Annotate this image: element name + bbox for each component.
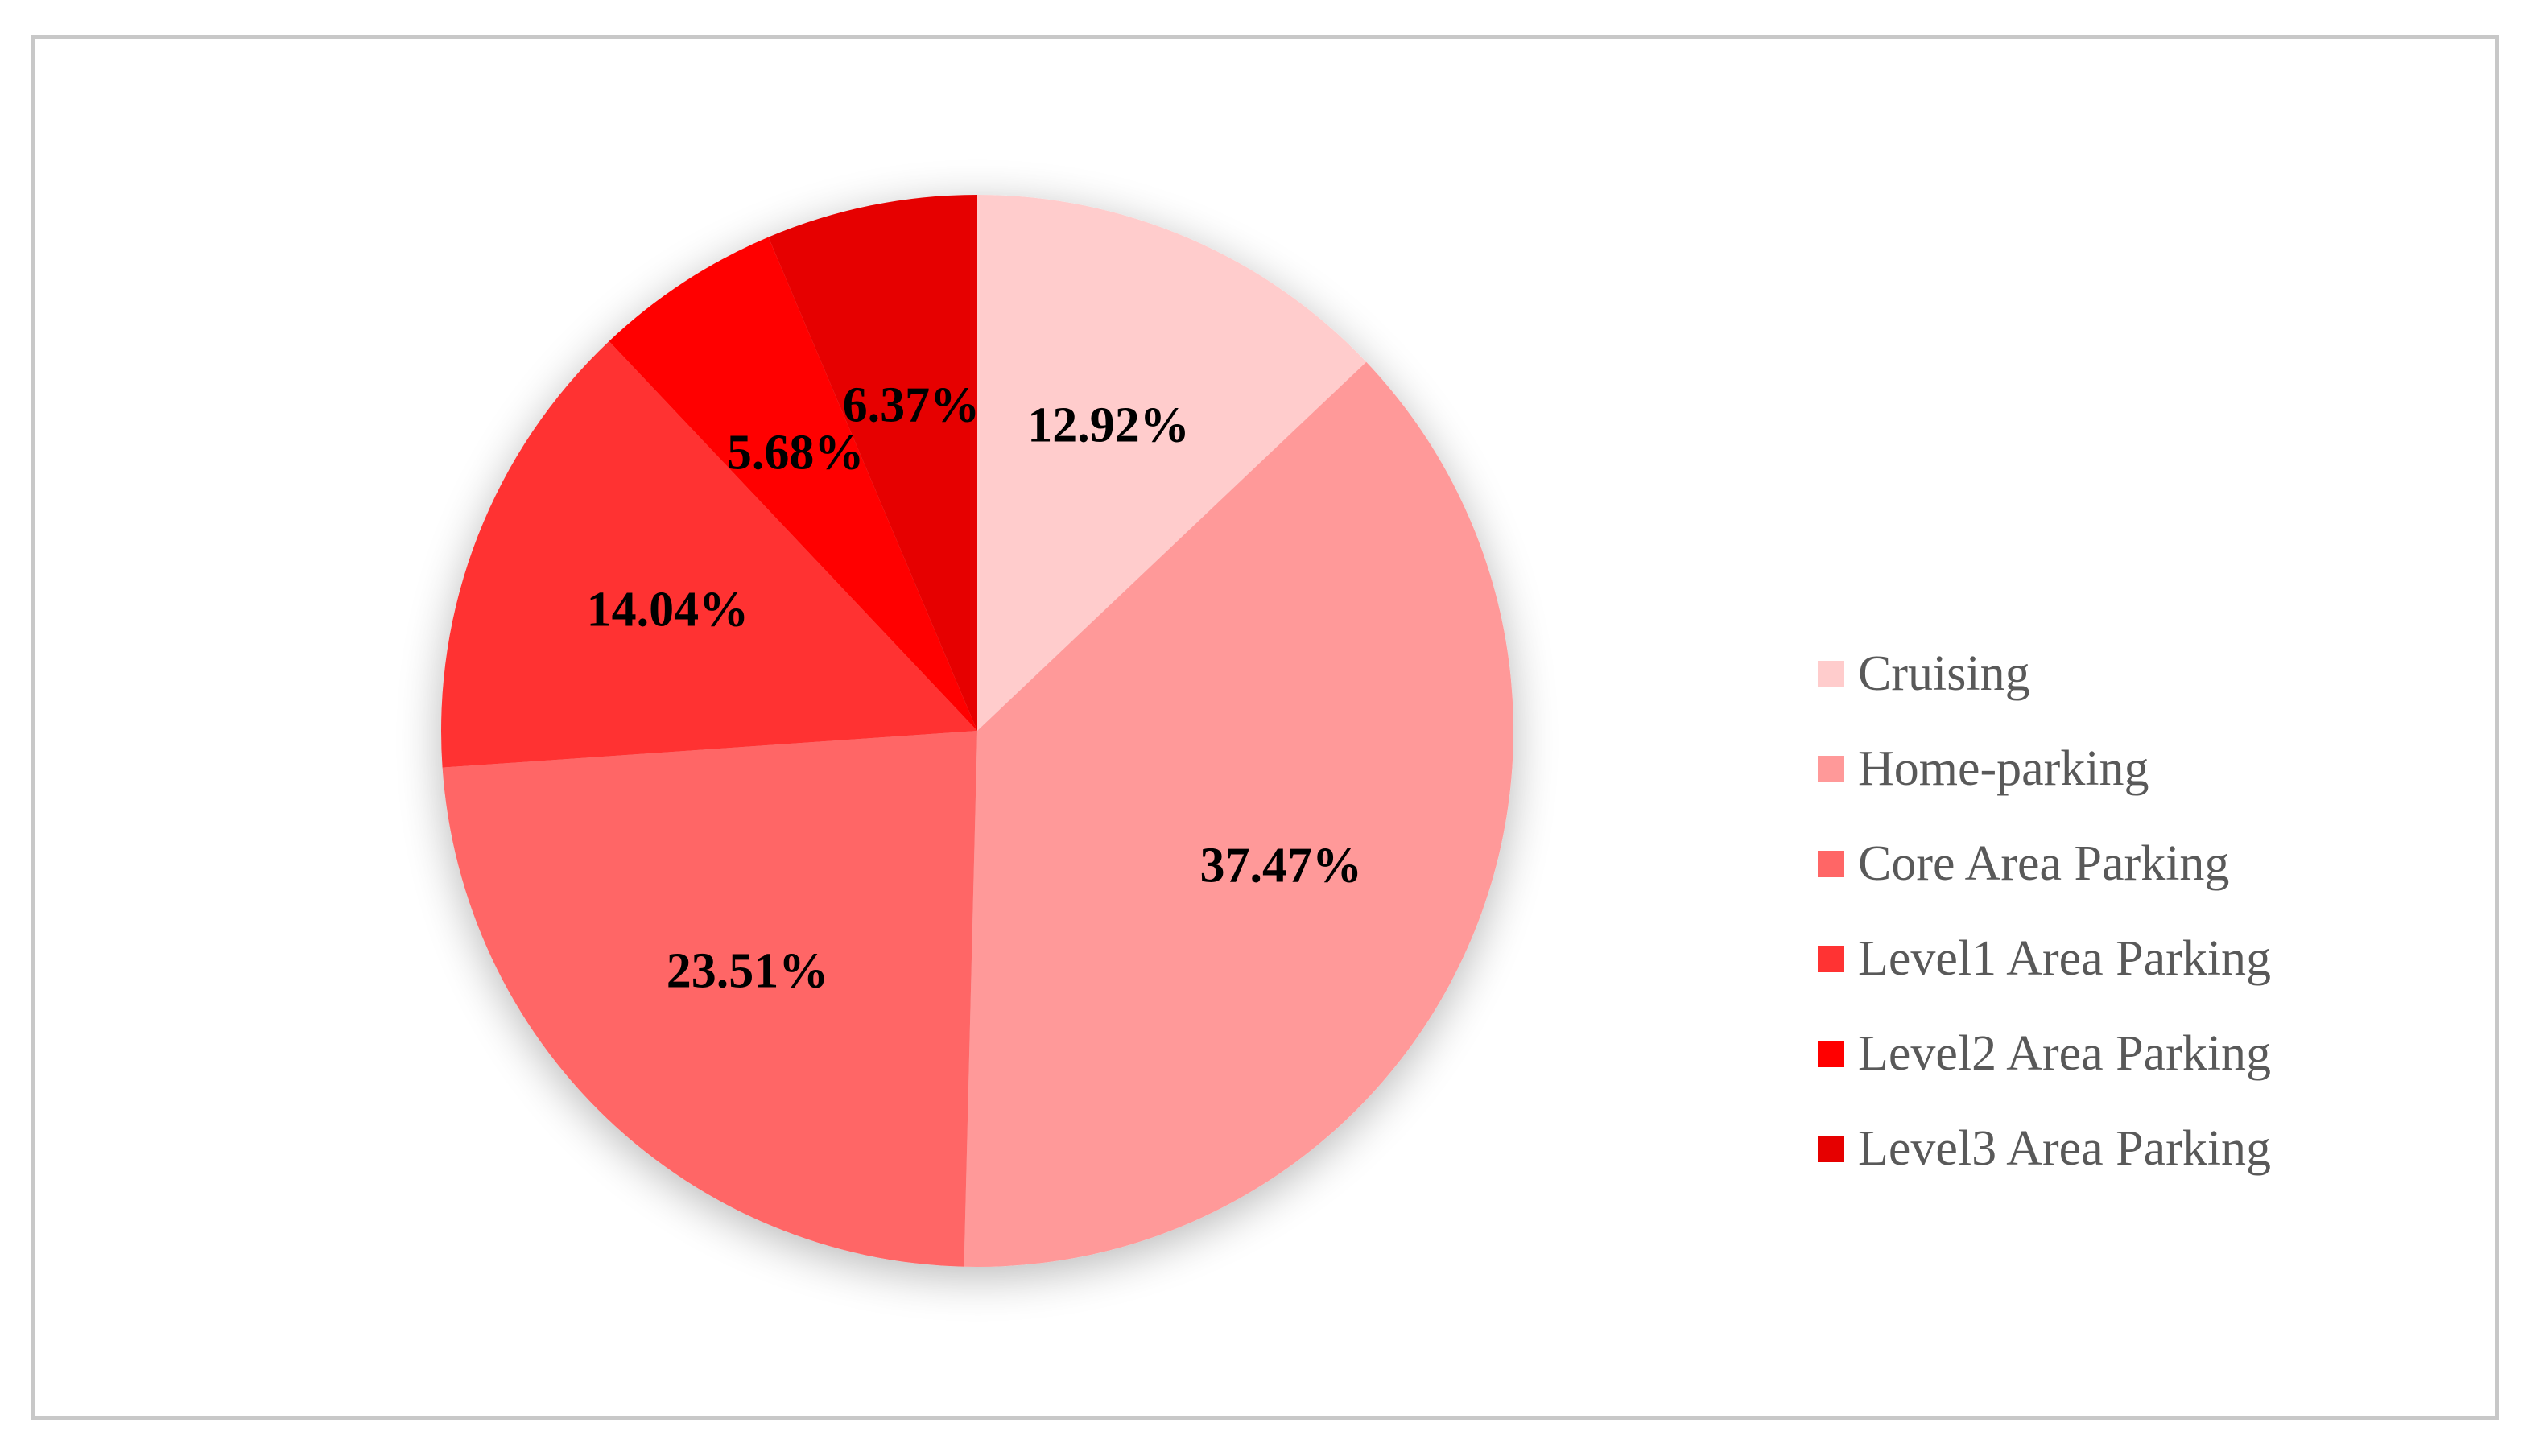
legend-item: Level1 Area Parking bbox=[1818, 911, 2478, 1006]
legend-item: Core Area Parking bbox=[1818, 816, 2478, 911]
legend-swatch bbox=[1818, 1135, 1844, 1162]
legend-item: Cruising bbox=[1818, 626, 2478, 721]
legend-swatch bbox=[1818, 755, 1844, 782]
data-label-level1-area-parking: 14.04% bbox=[587, 583, 749, 637]
legend-item: Home-parking bbox=[1818, 721, 2478, 816]
legend-swatch bbox=[1818, 1040, 1844, 1067]
legend-swatch bbox=[1818, 945, 1844, 972]
data-label-level2-area-parking: 5.68% bbox=[727, 425, 865, 480]
legend: Cruising Home-parking Core Area Parking Lev… bbox=[1818, 626, 2478, 1196]
pie-slices bbox=[440, 195, 1514, 1267]
legend-label: Level1 Area Parking bbox=[1858, 930, 2272, 986]
data-label-level3-area-parking: 6.37% bbox=[843, 377, 981, 432]
legend-label: Level2 Area Parking bbox=[1858, 1025, 2272, 1081]
pie-data-labels: 12.92% 37.47% 23.51% 14.04% 5.68%6.37% bbox=[587, 377, 1362, 998]
pie-slice-cruising bbox=[977, 195, 1367, 731]
legend-label: Cruising bbox=[1858, 646, 2030, 701]
legend-label: Core Area Parking bbox=[1858, 835, 2230, 891]
legend-item: Level3 Area Parking bbox=[1818, 1101, 2478, 1196]
legend-item: Level2 Area Parking bbox=[1818, 1006, 2478, 1101]
data-label-home-parking: 37.47% bbox=[1200, 839, 1363, 893]
data-label-cruising: 12.92% bbox=[1027, 398, 1190, 453]
legend-label: Home-parking bbox=[1858, 740, 2149, 796]
pie-slice-home-parking bbox=[964, 361, 1514, 1267]
pie-slice-core-area-parking bbox=[442, 731, 977, 1267]
pie-slice-level1-area-parking bbox=[440, 340, 977, 768]
data-label-core-area-parking: 23.51% bbox=[667, 943, 829, 998]
legend-label: Level3 Area Parking bbox=[1858, 1120, 2272, 1176]
legend-swatch bbox=[1818, 850, 1844, 877]
legend-swatch bbox=[1818, 660, 1844, 687]
pie-slice-level3-area-parking bbox=[768, 195, 977, 731]
pie-slice-level2-area-parking bbox=[609, 237, 977, 731]
